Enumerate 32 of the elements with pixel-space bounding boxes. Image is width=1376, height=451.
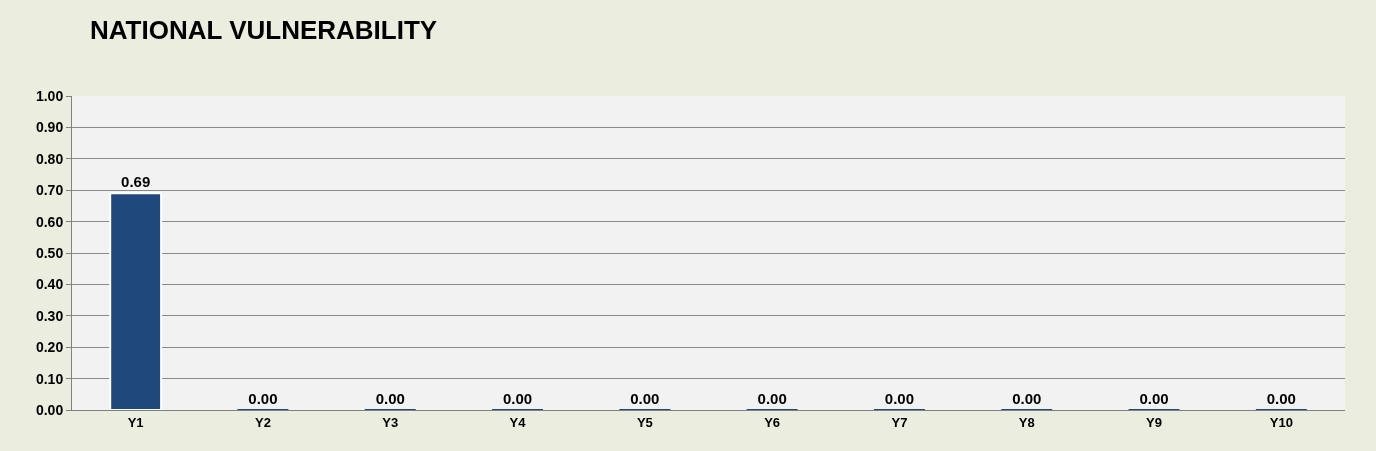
x-tick-label: Y2 — [255, 414, 271, 430]
y-tick-label: 0.70 — [35, 182, 64, 199]
data-label: 0.00 — [757, 390, 787, 407]
chart-title: NATIONAL VULNERABILITY — [90, 15, 438, 46]
x-tick-label: Y10 — [1269, 414, 1293, 430]
data-label: 0.00 — [1266, 390, 1296, 407]
x-tick-label: Y6 — [764, 414, 781, 430]
x-tick-label: Y8 — [1018, 414, 1035, 430]
data-label: 0.00 — [502, 390, 533, 407]
y-tick-label: 0.30 — [35, 307, 64, 324]
x-tick-label: Y7 — [891, 414, 908, 430]
y-tick-label: 0.20 — [35, 339, 64, 356]
data-label: 0.00 — [248, 390, 278, 407]
y-tick-label: 1.00 — [35, 87, 64, 104]
data-label: 0.00 — [630, 390, 660, 407]
x-tick-label: Y5 — [636, 414, 653, 430]
y-tick-label: 0.60 — [35, 213, 64, 230]
y-tick-label: 0.10 — [35, 370, 64, 387]
x-tick-label: Y1 — [127, 414, 144, 430]
data-label: 0.69 — [121, 173, 151, 191]
x-tick-label: Y4 — [509, 414, 527, 430]
y-tick-label: 0.50 — [35, 244, 64, 261]
x-tick-label: Y3 — [382, 414, 399, 430]
x-tick-label: Y9 — [1146, 414, 1162, 430]
y-tick-label: 0.40 — [35, 276, 64, 293]
y-tick-label: 0.00 — [35, 401, 64, 418]
data-label: 0.00 — [1012, 390, 1042, 407]
y-tick-label: 0.80 — [35, 150, 64, 167]
data-label: 0.00 — [375, 390, 405, 407]
y-tick-label: 0.90 — [35, 119, 64, 136]
data-label: 0.00 — [1139, 390, 1169, 407]
data-label: 0.00 — [884, 390, 915, 407]
